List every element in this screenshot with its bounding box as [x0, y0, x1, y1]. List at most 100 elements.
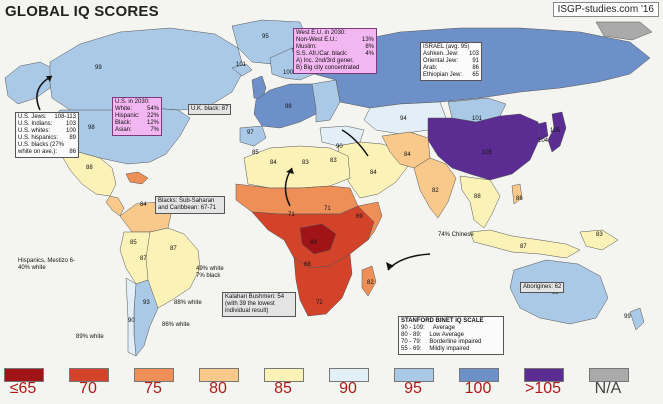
score-ethiopia: 69 — [356, 214, 363, 220]
blacks-box: Blacks: Sub-Saharan and Caribbean: 67-71 — [155, 196, 225, 214]
arrowhead-1 — [46, 76, 52, 82]
region-russia — [313, 27, 651, 109]
israel-box: ISRAEL (avg. 95) Ashken. Jew: 103 Orienta… — [420, 42, 482, 81]
region-congo-dark — [299, 223, 337, 255]
white-49-note: 49% white 7% black — [196, 266, 224, 279]
legend-label: N/A — [594, 380, 622, 397]
west-eu-2030-box: West E.U. in 2030: Non-West E.U.: 13% Mus… — [293, 28, 377, 74]
score-mexico: 88 — [86, 165, 93, 171]
kalahari-box: Kalahari Bushmen: 54 (with 39 the lowest… — [222, 292, 296, 317]
legend-swatch — [329, 368, 369, 382]
white-86-note: 86% white — [162, 322, 190, 328]
legend-label: >105 — [524, 380, 562, 397]
legend-label: 80 — [209, 380, 227, 397]
score-india: 82 — [432, 188, 439, 194]
migration-arrow-madagascar — [387, 253, 431, 271]
score-argentina: 93 — [143, 300, 150, 306]
score-new-zealand: 99 — [624, 314, 631, 320]
legend-label: 75 — [144, 380, 162, 397]
score-france: 98 — [285, 104, 292, 110]
arrowhead-3 — [386, 262, 394, 270]
us-row-jews: U.S. Jews: 108-113 — [18, 114, 76, 120]
score-south-africa: 72 — [316, 300, 323, 306]
us-row-blacks: U.S. blacks (27% — [18, 142, 65, 148]
score-uk: 100 — [283, 70, 294, 76]
legend-swatch — [134, 368, 174, 382]
score-kazakhstan: 94 — [400, 116, 407, 122]
region-north-africa — [243, 145, 351, 189]
region-madagascar — [361, 265, 377, 297]
score-libya: 83 — [302, 160, 309, 166]
region-horn — [357, 201, 383, 241]
legend-label: 100 — [464, 380, 492, 397]
us-row-whites: U.S. whites: 100 — [18, 128, 76, 134]
score-peru: 85 — [130, 240, 137, 246]
aborigines-box: Aborigines: 62 — [520, 282, 565, 293]
score-egypt: 83 — [330, 158, 337, 164]
score-madagascar: 82 — [367, 280, 374, 286]
score-saudi: 84 — [370, 170, 377, 176]
region-antarctic-na — [595, 21, 653, 41]
score-papua: 83 — [596, 232, 603, 238]
region-chile — [125, 277, 137, 357]
source-credit: ISGP-studies.com '16 — [552, 2, 659, 17]
region-alaska — [4, 61, 53, 105]
region-southern-africa — [293, 253, 353, 317]
uk-black-box: U.K. black: 87 — [188, 104, 232, 115]
legend-swatch — [4, 368, 44, 382]
chinese-note: 74% Chinese — [438, 232, 474, 238]
region-korea — [537, 121, 549, 141]
score-iran: 84 — [404, 152, 411, 158]
score-angola: 68 — [304, 262, 311, 268]
score-philippines: 86 — [516, 196, 523, 202]
region-iberia — [239, 125, 267, 147]
arrowhead-2 — [286, 168, 294, 174]
score-iceland: 101 — [236, 62, 247, 68]
score-mongolia: 101 — [472, 116, 483, 122]
us-row-white-avg: white on ave.): 86 — [18, 149, 76, 155]
white-88-note: 88% white — [174, 300, 202, 306]
score-greenland: 95 — [262, 34, 269, 40]
legend-swatch — [199, 368, 239, 382]
region-china — [427, 113, 541, 181]
legend-label: 90 — [339, 380, 357, 397]
stanford-binet-box: STANFORD BINET IQ SCALE 90 - 109: Average… — [398, 316, 504, 355]
region-indonesia — [469, 229, 581, 259]
score-bolivia: 87 — [140, 256, 147, 262]
region-southeast-asia — [459, 175, 501, 229]
score-korea: 104 — [538, 138, 549, 144]
score-colombia: 84 — [140, 202, 147, 208]
legend-swatch — [264, 368, 304, 382]
score-spain: 97 — [247, 130, 254, 136]
legend-swatch — [589, 368, 629, 382]
score-indonesia: 87 — [520, 244, 527, 250]
region-east-europe — [311, 79, 341, 123]
white-89-note: 89% white — [76, 334, 104, 340]
region-iceland — [231, 63, 253, 77]
legend-label: 95 — [404, 380, 422, 397]
legend-swatch — [394, 368, 434, 382]
legend-swatch — [459, 368, 499, 382]
score-canada: 99 — [95, 65, 102, 71]
us-row-indians: U.S. Indians: 103 — [18, 121, 76, 127]
legend-swatch — [69, 368, 109, 382]
legend-label: ≤65 — [9, 380, 37, 397]
score-japan: 105 — [550, 128, 561, 134]
us-2030-box: U.S. in 2030: White: 54% Hispanic: 22% Bla… — [112, 97, 162, 136]
score-china: 105 — [482, 150, 493, 156]
region-sahel — [235, 183, 359, 215]
score-congo: 69 — [310, 240, 317, 246]
legend-swatch — [524, 368, 564, 382]
score-sudan: 71 — [324, 206, 331, 212]
score-nigeria: 71 — [288, 212, 295, 218]
region-india — [413, 157, 457, 219]
region-philippines — [511, 183, 523, 205]
region-new-zealand — [629, 307, 645, 331]
legend-label: 70 — [79, 380, 97, 397]
score-turkey: 90 — [336, 144, 343, 150]
region-caribbean — [125, 171, 149, 185]
map-title: GLOBAL IQ SCORES — [5, 3, 159, 20]
score-usa: 98 — [88, 125, 95, 131]
score-morocco: 85 — [252, 150, 259, 156]
